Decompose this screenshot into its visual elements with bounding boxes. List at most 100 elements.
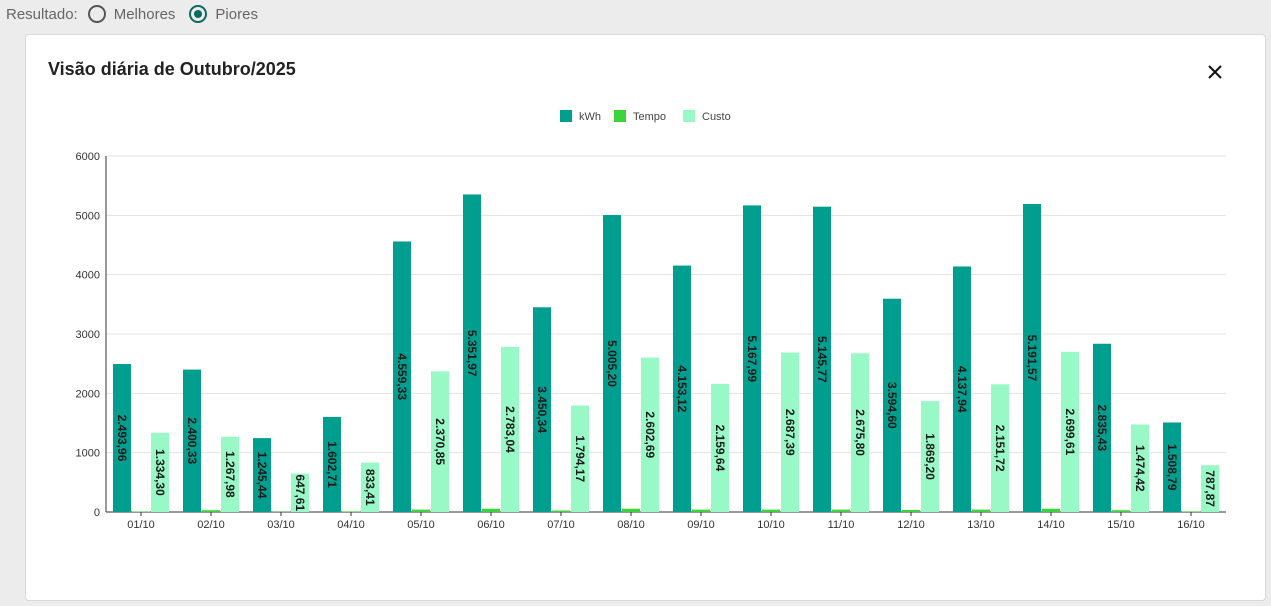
chart-card: Visão diária de Outubro/2025 0 1000 2000 30… [25, 34, 1266, 601]
bar-custo [501, 346, 519, 512]
bar-kwh [253, 438, 271, 512]
bar-tempo [622, 508, 640, 512]
bar-kwh [113, 364, 131, 512]
bar-kwh [673, 265, 691, 512]
legend-label: Tempo [633, 111, 666, 123]
bar-custo [1201, 465, 1219, 512]
bar-kwh [323, 416, 341, 512]
data-label: 4.153,12 [675, 365, 689, 412]
bar-kwh [743, 205, 761, 513]
data-label: 2.370,85 [433, 418, 447, 465]
bar-custo [151, 432, 169, 512]
x-tick-label: 02/10 [197, 519, 225, 531]
x-tick-label: 06/10 [477, 519, 505, 531]
data-label: 833,41 [363, 469, 377, 506]
y-tick-label: 5000 [76, 210, 100, 222]
data-label: 2.159,64 [713, 425, 727, 472]
legend-swatch [683, 110, 695, 122]
data-label: 647,61 [293, 474, 307, 511]
bar-custo [1131, 424, 1149, 512]
x-tick-label: 10/10 [757, 519, 785, 531]
legend-swatch [614, 110, 626, 122]
data-label: 3.594,60 [885, 382, 899, 429]
data-label: 1.869,20 [923, 433, 937, 480]
radio-piores[interactable]: Piores [189, 5, 258, 23]
bar-tempo [1042, 508, 1060, 512]
bar-custo [781, 352, 799, 512]
data-label: 1.602,71 [325, 441, 339, 488]
data-label: 5.191,57 [1025, 335, 1039, 382]
x-tick-label: 05/10 [407, 519, 435, 531]
bar-custo [851, 353, 869, 512]
data-label: 5.167,99 [745, 335, 759, 382]
x-tick-label: 04/10 [337, 519, 365, 531]
result-filter: Resultado: Melhores Piores [6, 4, 272, 24]
bar-kwh [393, 241, 411, 513]
bar-kwh [1023, 203, 1041, 512]
bar-custo [641, 357, 659, 512]
bar-kwh [883, 298, 901, 512]
data-label: 2.602,69 [643, 411, 657, 458]
x-tick-label: 13/10 [967, 519, 995, 531]
x-tick-label: 12/10 [897, 519, 925, 531]
bar-custo [991, 384, 1009, 512]
data-label: 1.508,79 [1165, 444, 1179, 491]
close-icon[interactable] [1207, 64, 1223, 80]
bar-kwh [813, 206, 831, 512]
data-label: 5.005,20 [605, 340, 619, 387]
data-label: 2.699,61 [1063, 409, 1077, 456]
bar-tempo [342, 511, 360, 512]
bar-kwh [1093, 343, 1111, 512]
x-tick-label: 03/10 [267, 519, 295, 531]
radio-melhores[interactable]: Melhores [87, 5, 176, 23]
bar-custo [1061, 351, 1079, 512]
data-label: 1.334,30 [153, 449, 167, 496]
filter-label: Resultado: [6, 5, 78, 23]
bar-kwh [533, 307, 551, 512]
y-tick-label: 3000 [76, 329, 100, 341]
bar-custo [711, 383, 729, 512]
data-label: 787,87 [1203, 470, 1217, 507]
radio-checked-icon[interactable] [189, 5, 208, 23]
data-label: 3.450,34 [535, 386, 549, 433]
x-tick-label: 15/10 [1107, 519, 1135, 531]
radio-melhores-label[interactable]: Melhores [113, 5, 176, 23]
data-label: 1.794,17 [573, 435, 587, 482]
bar-tempo [832, 509, 850, 512]
radio-piores-label[interactable]: Piores [215, 5, 258, 23]
x-tick-label: 07/10 [547, 519, 575, 531]
bar-custo [571, 405, 589, 512]
bar-custo [921, 401, 939, 512]
x-tick-label: 16/10 [1177, 519, 1205, 531]
legend-swatch [560, 110, 572, 122]
data-label: 5.145,77 [815, 336, 829, 383]
bar-tempo [902, 509, 920, 512]
data-label: 2.783,04 [503, 406, 517, 453]
y-tick-label: 6000 [76, 151, 100, 163]
bar-tempo [1182, 511, 1200, 512]
data-label: 1.245,44 [255, 452, 269, 499]
data-label: 2.687,39 [783, 409, 797, 456]
bar-kwh [463, 194, 481, 513]
data-label: 1.474,42 [1133, 445, 1147, 492]
x-tick-label: 08/10 [617, 519, 645, 531]
close-button[interactable] [1205, 63, 1225, 83]
bar-custo [361, 462, 379, 512]
data-label: 2.835,43 [1095, 405, 1109, 452]
data-label: 2.151,72 [993, 425, 1007, 472]
data-label: 4.137,94 [955, 366, 969, 413]
data-label: 4.559,33 [395, 353, 409, 400]
bar-tempo [202, 510, 220, 512]
bar-kwh [1163, 422, 1181, 512]
bar-tempo [762, 509, 780, 512]
x-tick-label: 09/10 [687, 519, 715, 531]
bar-tempo [692, 509, 710, 512]
data-label: 2.493,96 [115, 415, 129, 462]
bar-tempo [1112, 510, 1130, 512]
y-tick-label: 1000 [76, 448, 100, 460]
radio-unchecked-icon[interactable] [87, 5, 106, 23]
bar-custo [221, 436, 239, 512]
y-tick-label: 0 [94, 507, 100, 519]
bar-tempo [552, 510, 570, 512]
y-tick-label: 4000 [76, 270, 100, 282]
